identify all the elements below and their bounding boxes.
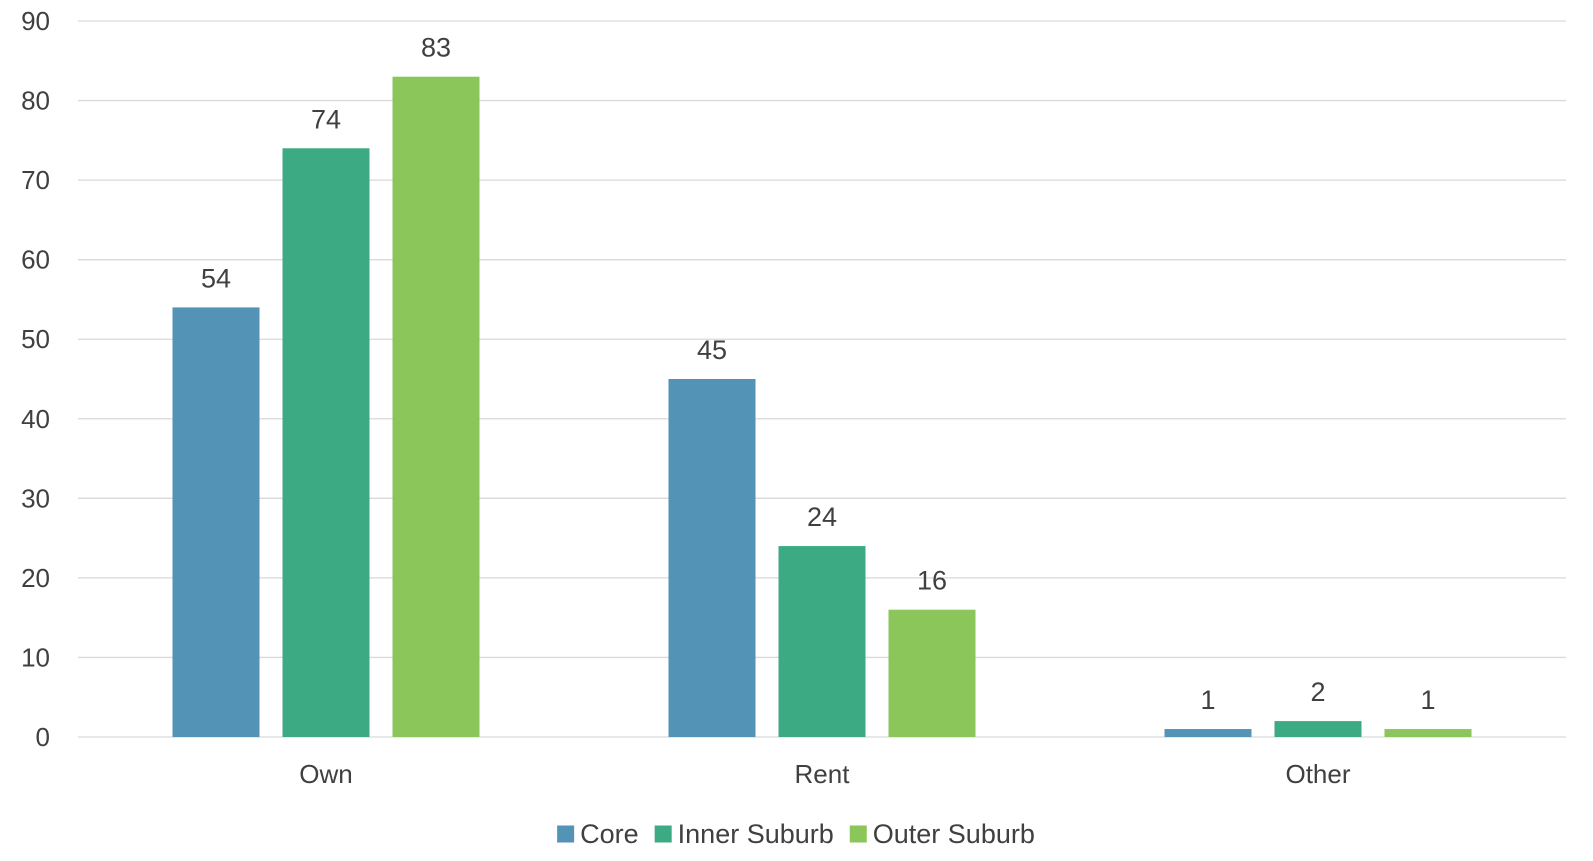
bar-core-other	[1164, 729, 1252, 737]
legend-label: Outer Suburb	[873, 819, 1035, 849]
y-tick-label: 30	[21, 483, 50, 513]
data-label: 2	[1310, 677, 1325, 707]
data-labels: 54 74 83 45 24 16 1 2 1	[201, 33, 1436, 715]
y-tick-label: 40	[21, 404, 50, 434]
data-label: 24	[807, 502, 837, 532]
x-category-label: Other	[1285, 759, 1350, 789]
data-label: 1	[1420, 685, 1435, 715]
y-tick-label: 90	[21, 6, 50, 36]
bar-core-own	[172, 307, 260, 737]
y-tick-label: 20	[21, 563, 50, 593]
y-tick-label: 70	[21, 165, 50, 195]
bar-outer-suburb-other	[1384, 729, 1472, 737]
x-category-label: Rent	[795, 759, 851, 789]
legend: Core Inner Suburb Outer Suburb	[557, 819, 1035, 849]
legend-swatch-outer-suburb	[849, 825, 867, 843]
legend-label: Core	[580, 819, 639, 849]
data-label: 45	[697, 335, 727, 365]
bar-inner-suburb-own	[282, 148, 370, 738]
bar-outer-suburb-rent	[888, 609, 976, 737]
x-axis-categories: Own Rent Other	[299, 759, 1351, 789]
y-axis-ticks: 0 10 20 30 40 50 60 70 80 90	[21, 6, 50, 752]
legend-label: Inner Suburb	[678, 819, 834, 849]
data-label: 16	[917, 566, 947, 596]
bar-inner-suburb-rent	[778, 546, 866, 737]
data-label: 54	[201, 263, 231, 293]
legend-swatch-core	[557, 825, 575, 843]
legend-swatch-inner-suburb	[654, 825, 672, 843]
bar-outer-suburb-own	[392, 76, 480, 737]
data-label: 83	[421, 33, 451, 63]
y-tick-label: 80	[21, 86, 50, 116]
y-tick-label: 10	[21, 642, 50, 672]
bar-core-rent	[668, 379, 756, 737]
y-tick-label: 60	[21, 245, 50, 275]
y-tick-label: 0	[36, 722, 50, 752]
data-label: 1	[1200, 685, 1215, 715]
x-category-label: Own	[299, 759, 352, 789]
data-label: 74	[311, 104, 341, 134]
bar-inner-suburb-other	[1274, 721, 1362, 737]
y-tick-label: 50	[21, 324, 50, 354]
bars	[172, 76, 1472, 738]
